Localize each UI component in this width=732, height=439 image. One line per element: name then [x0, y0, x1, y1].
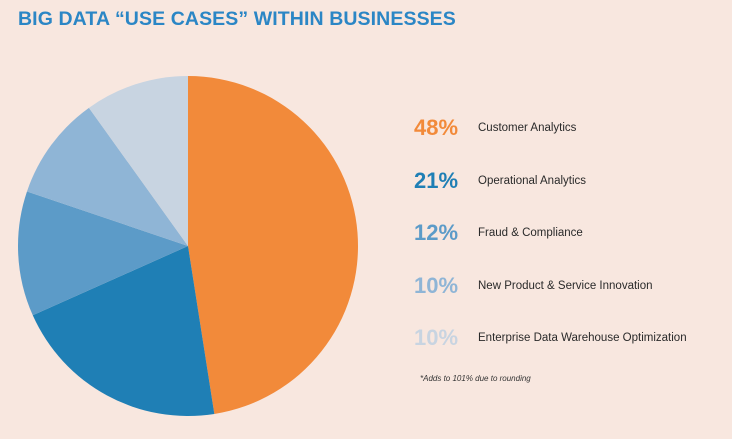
footnote: *Adds to 101% due to rounding: [420, 374, 531, 383]
pie-slice-enterprise-data-warehouse-optimization: [88, 76, 188, 246]
legend-item-operational-analytics: 21% Operational Analytics: [414, 155, 732, 208]
legend-label: New Product & Service Innovation: [478, 279, 653, 292]
legend-percent: 10%: [414, 325, 459, 351]
legend: 48% Customer Analytics 21% Operational A…: [414, 102, 732, 365]
legend-label: Fraud & Compliance: [478, 227, 583, 240]
pie-slice-new-product-service-innovation: [26, 107, 189, 247]
legend-label: Operational Analytics: [478, 174, 587, 187]
legend-item-enterprise-dw-optimization: 10% Enterprise Data Warehouse Optimizati…: [414, 312, 732, 365]
pie-slice-fraud-compliance: [17, 191, 188, 316]
pie-slice-customer-analytics: [188, 76, 359, 414]
legend-label: Enterprise Data Warehouse Optimization: [478, 332, 687, 345]
legend-item-fraud-compliance: 12% Fraud & Compliance: [414, 207, 732, 260]
legend-item-new-product-innovation: 10% New Product & Service Innovation: [414, 260, 732, 313]
legend-label: Customer Analytics: [478, 122, 577, 135]
legend-percent: 48%: [414, 115, 459, 141]
pie-slice-operational-analytics: [32, 246, 215, 416]
legend-percent: 21%: [414, 167, 459, 193]
legend-percent: 12%: [414, 220, 459, 246]
legend-percent: 10%: [414, 272, 459, 298]
legend-item-customer-analytics: 48% Customer Analytics: [414, 102, 732, 155]
chart-title: BIG DATA “USE CASES” WITHIN BUSINESSES: [18, 8, 456, 30]
